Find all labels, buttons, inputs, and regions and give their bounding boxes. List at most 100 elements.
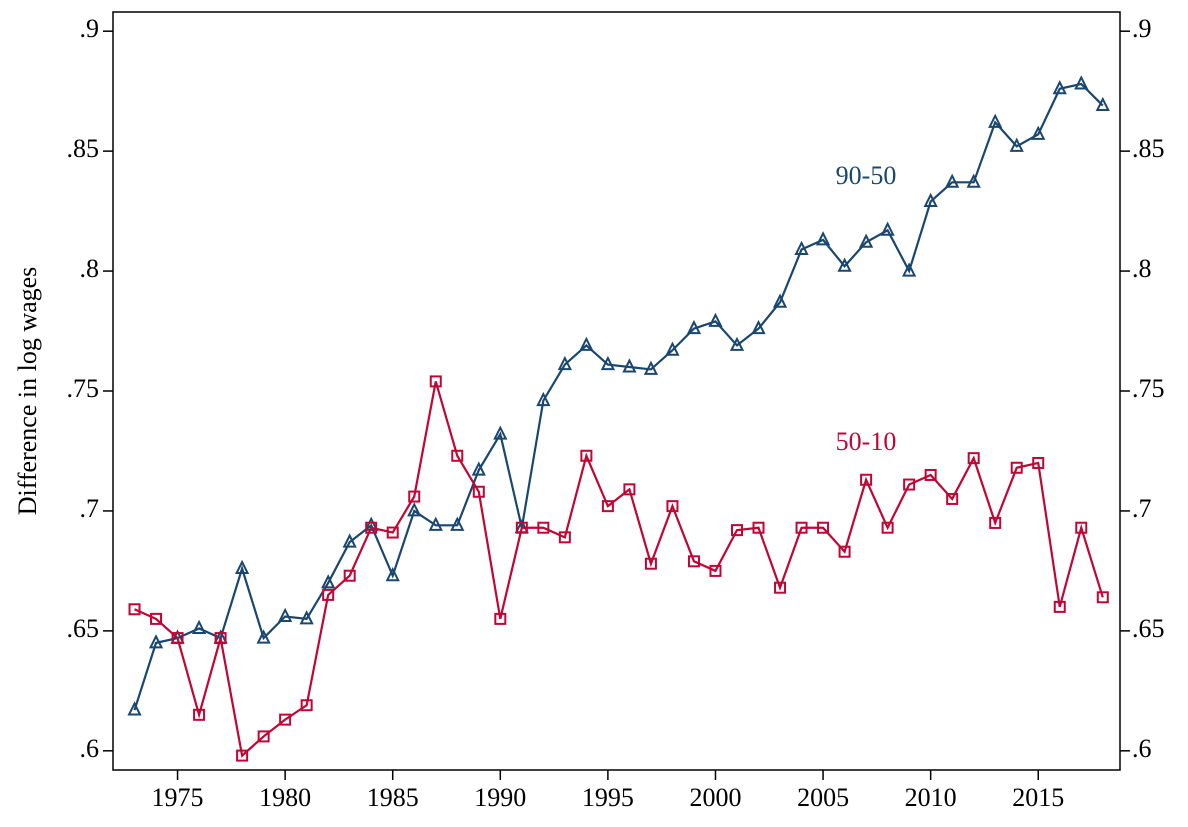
point-marker — [622, 358, 637, 373]
y-tick-label: .6 — [80, 734, 100, 763]
y-tick-label: .7 — [80, 494, 100, 523]
point-marker — [730, 524, 743, 537]
point-marker — [880, 221, 895, 236]
point-marker — [386, 526, 399, 539]
point-marker — [150, 612, 163, 625]
point-marker — [299, 610, 314, 625]
point-marker — [171, 632, 184, 645]
y-tick-label: .9 — [80, 14, 100, 43]
point-marker — [837, 257, 852, 272]
point-marker — [751, 319, 766, 335]
point-marker — [429, 375, 442, 388]
point-marker — [687, 555, 700, 568]
point-marker — [493, 425, 508, 440]
point-marker — [278, 607, 293, 622]
point-marker — [407, 502, 422, 517]
point-marker — [923, 192, 938, 207]
point-marker — [686, 319, 702, 335]
x-tick-label: 1985 — [367, 783, 419, 812]
point-marker — [1031, 125, 1046, 140]
point-marker — [428, 516, 443, 531]
point-marker — [623, 483, 636, 496]
series-line — [133, 82, 1104, 711]
point-marker — [450, 516, 465, 531]
point-marker — [342, 533, 357, 548]
point-marker — [902, 262, 917, 277]
point-marker — [708, 312, 723, 327]
point-marker — [988, 113, 1003, 128]
point-marker — [557, 355, 572, 371]
point-marker — [279, 713, 292, 726]
x-tick-label: 2010 — [905, 783, 957, 812]
point-marker — [471, 461, 486, 476]
point-marker — [343, 569, 356, 582]
point-marker — [774, 581, 787, 594]
point-marker — [709, 564, 722, 577]
y-tick-label: .8 — [80, 254, 100, 283]
point-marker — [148, 634, 164, 649]
point-marker — [1074, 75, 1089, 90]
point-marker — [536, 391, 551, 407]
point-marker — [946, 492, 959, 505]
point-marker — [1009, 137, 1024, 152]
point-marker — [1052, 80, 1067, 95]
point-marker — [214, 632, 227, 645]
y2-tick-label: .9 — [1132, 14, 1152, 43]
y2-tick-label: .75 — [1132, 374, 1165, 403]
point-marker — [881, 521, 894, 534]
x-tick-label: 1975 — [152, 783, 204, 812]
point-marker — [601, 500, 614, 513]
point-marker — [236, 749, 249, 762]
series-label: 50-10 — [836, 427, 897, 456]
point-marker — [794, 240, 809, 255]
x-tick-label: 2005 — [797, 783, 849, 812]
point-marker — [321, 574, 336, 589]
point-marker — [643, 360, 659, 375]
point-marker — [191, 619, 207, 634]
point-marker — [365, 521, 378, 534]
point-marker — [666, 500, 679, 513]
point-marker — [234, 559, 250, 575]
point-marker — [729, 336, 745, 351]
point-marker — [127, 701, 142, 716]
x-tick-label: 1995 — [582, 783, 634, 812]
point-marker — [665, 341, 680, 356]
point-marker — [322, 588, 335, 601]
point-marker — [924, 468, 937, 481]
x-tick-label: 1990 — [474, 783, 526, 812]
x-tick-label: 1980 — [259, 783, 311, 812]
y-tick-label: .85 — [67, 134, 100, 163]
point-marker — [966, 173, 981, 188]
point-marker — [795, 521, 808, 534]
point-marker — [128, 603, 141, 616]
point-marker — [257, 730, 270, 743]
point-marker — [385, 566, 400, 582]
point-marker — [515, 521, 528, 534]
y2-tick-label: .8 — [1132, 254, 1152, 283]
point-marker — [408, 490, 421, 503]
point-marker — [644, 557, 657, 570]
point-marker — [472, 485, 485, 498]
point-marker — [858, 233, 874, 248]
point-marker — [772, 293, 788, 308]
point-marker — [1010, 461, 1023, 474]
point-marker — [860, 473, 873, 486]
plot-frame — [112, 11, 1121, 771]
series-line — [134, 381, 1104, 758]
x-tick-label: 2000 — [689, 783, 741, 812]
point-marker — [1095, 96, 1110, 112]
point-marker — [967, 452, 980, 465]
point-marker — [256, 629, 271, 644]
y-tick-label: .75 — [67, 374, 100, 403]
y2-tick-label: .6 — [1132, 734, 1152, 763]
point-marker — [989, 516, 1002, 529]
point-marker — [579, 336, 594, 351]
point-marker — [193, 708, 206, 721]
point-marker — [817, 521, 830, 534]
point-marker — [1053, 600, 1066, 613]
y2-tick-label: .7 — [1132, 494, 1152, 523]
point-marker — [300, 699, 313, 712]
point-marker — [558, 531, 571, 544]
point-marker — [451, 449, 464, 462]
